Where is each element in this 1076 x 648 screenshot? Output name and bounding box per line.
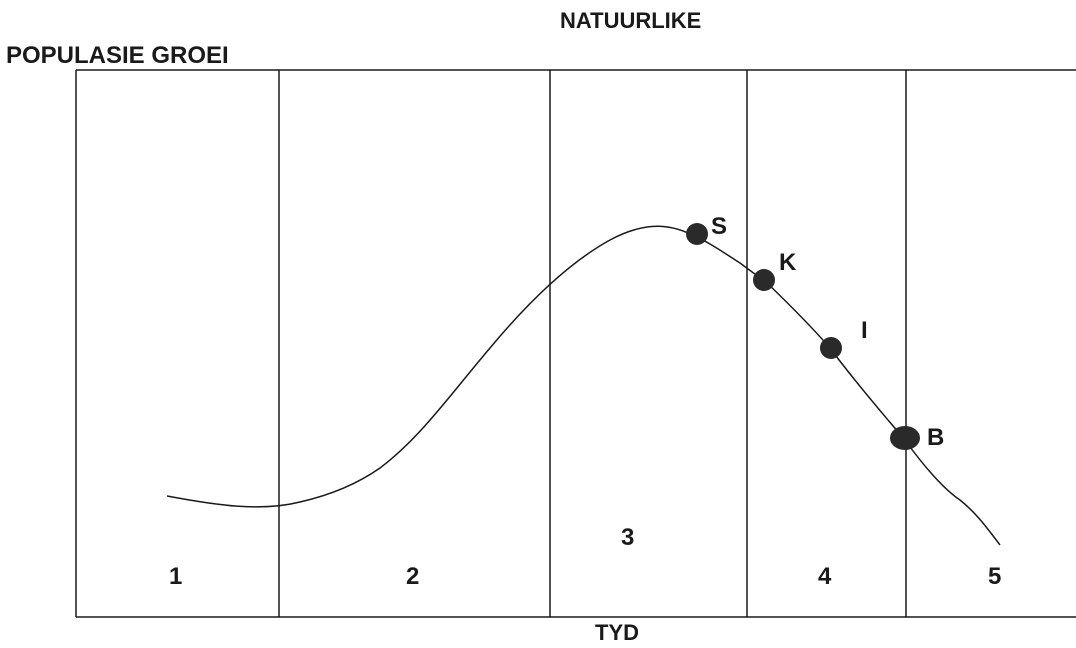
diagram-title-left: POPULASIE GROEI (6, 42, 229, 69)
diagram-title-top: NATUURLIKE (560, 8, 702, 33)
x-axis-label: TYD (595, 620, 639, 645)
phase-number-4: 4 (818, 563, 832, 590)
point-label-b: B (927, 424, 944, 451)
point-marker-i (820, 337, 842, 359)
phase-number-3: 3 (621, 524, 634, 551)
point-label-k: K (779, 249, 797, 276)
point-label-s: S (711, 213, 727, 240)
point-marker-s (686, 223, 708, 245)
point-label-i: I (861, 317, 868, 344)
phase-number-1: 1 (169, 563, 182, 590)
phase-number-5: 5 (988, 563, 1001, 590)
phase-number-2: 2 (406, 563, 419, 590)
growth-curve (166, 225, 1001, 546)
point-marker-b (890, 426, 920, 450)
point-marker-k (753, 269, 775, 291)
